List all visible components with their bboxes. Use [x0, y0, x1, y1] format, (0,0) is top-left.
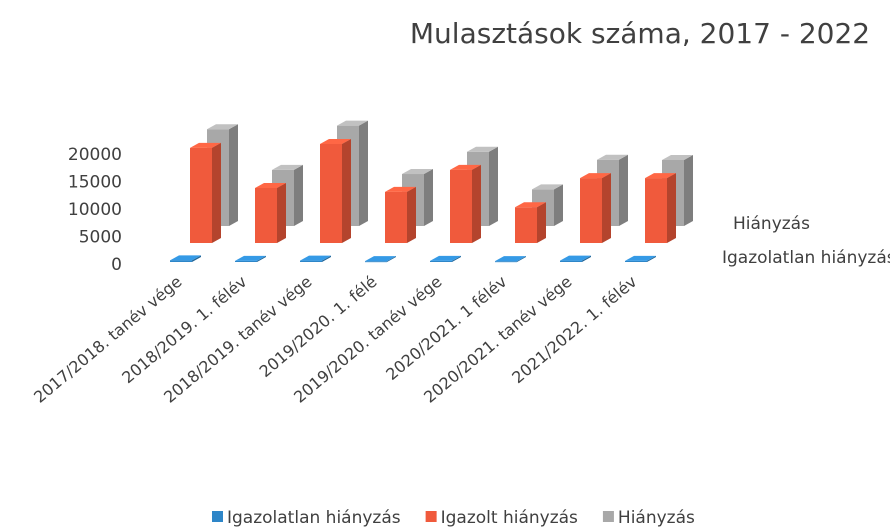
bar-top [495, 256, 526, 262]
bar-top [645, 173, 676, 179]
bar-top [272, 164, 303, 170]
bar [430, 255, 461, 262]
legend-swatch [602, 511, 614, 522]
bar-side [619, 154, 628, 226]
bar-top [320, 139, 351, 144]
bar-top [255, 183, 286, 188]
legend-label: Igazolt hiányzás [441, 508, 578, 528]
bar [645, 173, 676, 243]
bar [300, 255, 331, 262]
bar-side [229, 124, 238, 226]
bar-side [489, 146, 498, 226]
bar [365, 256, 396, 263]
bar-front [300, 260, 322, 262]
y-tick-label: 10000 [68, 200, 122, 220]
bar-front [450, 169, 472, 243]
bar [170, 255, 201, 262]
bar [450, 164, 481, 243]
bar-front [580, 178, 602, 243]
bar [255, 183, 286, 243]
depth-label: Igazolatlan hiányzás [722, 248, 890, 268]
bar-side [387, 256, 396, 262]
x-tick-label: 2018/2019. 1. félév [118, 272, 250, 387]
legend-swatch [212, 511, 223, 522]
bar [385, 186, 416, 243]
bar-front [365, 261, 387, 263]
bar-front [430, 260, 452, 262]
bar [580, 173, 611, 243]
bar-front [495, 261, 517, 263]
bar-top [450, 164, 481, 170]
bar-front [625, 260, 647, 262]
bar-front [170, 260, 192, 262]
chart-title: Mulasztások száma, 2017 - 2022 [410, 17, 870, 50]
bar-front [255, 188, 277, 243]
bar-top [625, 255, 656, 261]
bar-top [207, 124, 238, 130]
bar-top [235, 255, 266, 261]
legend-label: Igazolatlan hiányzás [227, 508, 401, 528]
bar-top [560, 255, 591, 261]
bar-top [580, 173, 611, 179]
bar-side [667, 173, 676, 243]
bar-side [537, 202, 546, 243]
y-tick-label: 5000 [79, 228, 122, 248]
bar-front [190, 147, 212, 243]
bar-side [684, 155, 693, 226]
bar-top [597, 154, 628, 160]
bar-front [320, 144, 342, 243]
bar-side [342, 139, 351, 243]
bar-side [192, 255, 201, 262]
x-tick-label: 2020/2021. 1 félév [382, 272, 510, 384]
bar-top [467, 146, 498, 152]
bar-top [430, 255, 461, 261]
bar-side [277, 183, 286, 243]
bar-top [337, 120, 368, 126]
bar [190, 142, 221, 243]
bar-top [365, 256, 396, 262]
bar-side [472, 164, 481, 243]
bar-side [554, 184, 563, 226]
bar [495, 256, 526, 263]
y-tick-label: 15000 [68, 173, 122, 193]
bar-front [235, 260, 257, 262]
y-tick-label: 20000 [68, 145, 122, 165]
depth-label: Hiányzás [733, 214, 810, 234]
bar-side [359, 120, 368, 226]
bar [515, 202, 546, 243]
bar [625, 255, 656, 262]
y-tick-label: 0 [111, 255, 122, 275]
bar [235, 255, 266, 262]
bar [320, 139, 351, 243]
bar-side [582, 255, 591, 262]
bar-side [322, 255, 331, 262]
bar-side [452, 255, 461, 262]
bar-side [294, 164, 303, 226]
bar-top [515, 202, 546, 208]
bar-side [424, 169, 433, 226]
bar-top [402, 169, 433, 175]
legend-label: Hiányzás [618, 508, 695, 528]
x-tick-label: 2021/2022. 1. félév [508, 272, 640, 387]
bar-side [517, 256, 526, 262]
bar-front [385, 191, 407, 243]
bar-front [515, 207, 537, 243]
bar-side [257, 255, 266, 262]
bar-front [645, 178, 667, 243]
bar-top [190, 142, 221, 148]
bar-side [407, 186, 416, 243]
bar-top [662, 155, 693, 160]
legend-swatch [425, 511, 437, 522]
bar-top [532, 184, 563, 190]
bar-top [170, 255, 201, 261]
x-tick-label: 2019/2020. 1. félé [256, 272, 381, 381]
bar-top [385, 186, 416, 192]
bar [560, 255, 591, 262]
bar-side [647, 255, 656, 262]
bar-side [602, 173, 611, 243]
bar-top [300, 255, 331, 261]
bar-side [212, 142, 221, 243]
bar-front [560, 260, 582, 262]
